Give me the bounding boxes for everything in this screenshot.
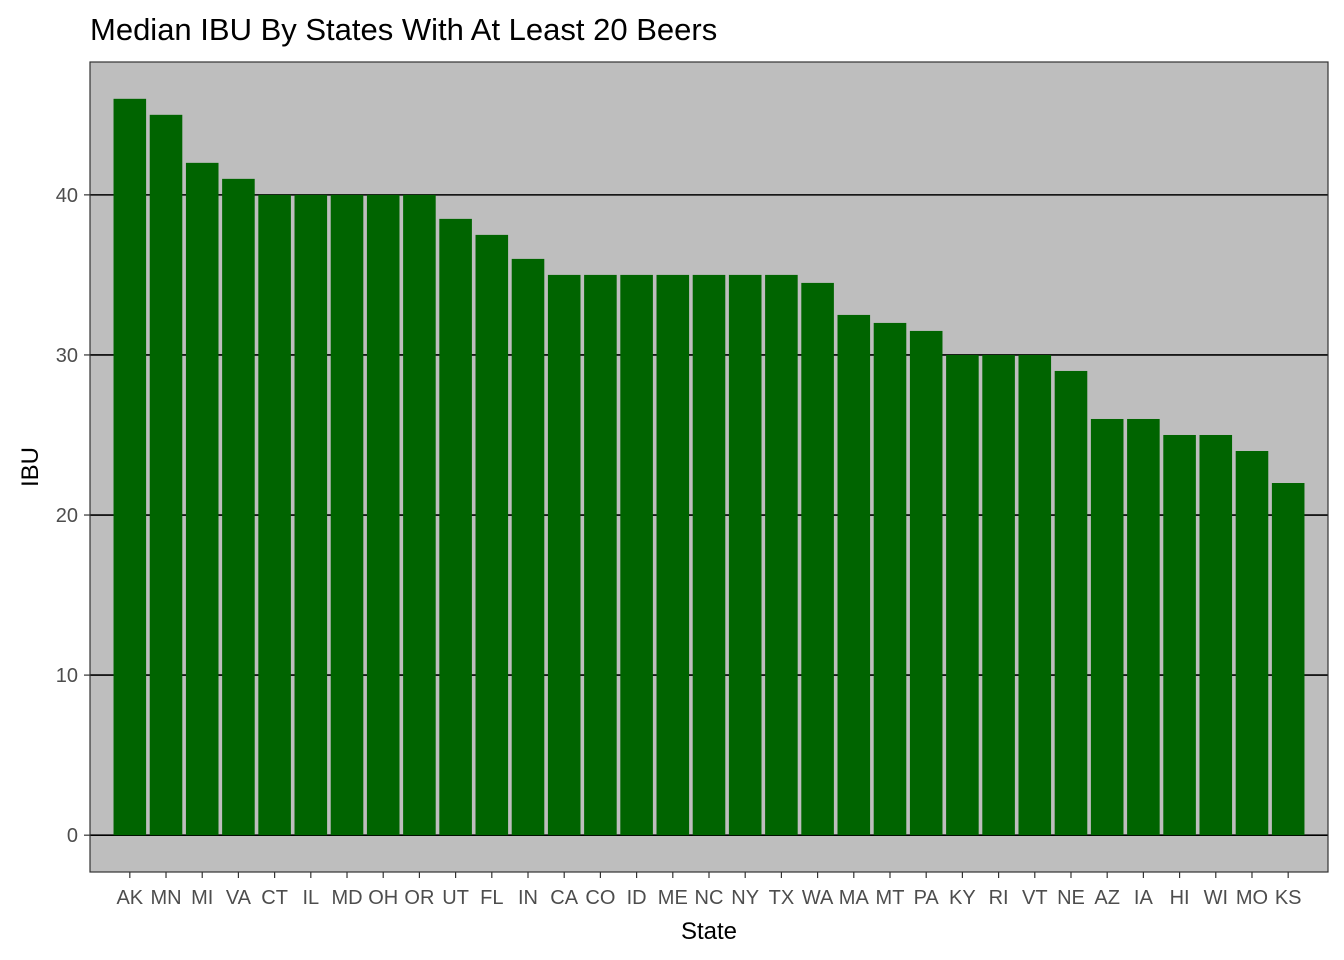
x-tick-label-ME: ME	[658, 887, 688, 909]
bar-IN	[511, 258, 545, 836]
bar-UT	[439, 218, 472, 836]
panel-border	[89, 61, 1329, 873]
bar-MN	[149, 114, 183, 836]
bar-CT	[258, 194, 291, 836]
bar-FL	[475, 234, 509, 836]
x-tick-label-WA: WA	[802, 887, 834, 909]
x-tick-label-IA: IA	[1134, 887, 1154, 909]
x-axis: AK MN MI VA CT IL MD OH OR UT FL IN CA CO ID ME NC NY TX WA…	[116, 872, 1302, 909]
y-tick-label: 40	[56, 185, 78, 207]
x-tick-label-OR: OR	[404, 887, 434, 909]
bar-MT	[873, 322, 907, 836]
x-tick-label-NC: NC	[695, 887, 724, 909]
x-tick-label-MN: MN	[150, 887, 181, 909]
bar-KS	[1271, 483, 1305, 836]
x-tick-label-PA: PA	[914, 887, 940, 909]
x-tick-label-MI: MI	[191, 887, 213, 909]
x-tick-label-MA: MA	[839, 887, 870, 909]
bar-RI	[982, 354, 1015, 836]
x-tick-label-ID: ID	[627, 887, 647, 909]
bar-AZ	[1090, 418, 1124, 836]
x-tick-label-FL: FL	[480, 887, 503, 909]
bar-MA	[837, 314, 871, 836]
x-tick-label-IL: IL	[302, 887, 319, 909]
bar-VA	[222, 178, 255, 836]
x-tick-label-KS: KS	[1275, 887, 1302, 909]
bar-CO	[584, 274, 617, 836]
bar-WA	[801, 282, 834, 836]
y-axis-title: IBU	[17, 447, 44, 487]
bar-MO	[1235, 450, 1269, 836]
bar-MI	[185, 162, 219, 836]
bar-MD	[330, 194, 364, 836]
bars	[113, 98, 1305, 836]
y-axis: 0 10 20 30 40	[56, 185, 90, 847]
bar-IA	[1127, 418, 1160, 836]
bar-KY	[946, 354, 979, 836]
x-tick-label-RI: RI	[989, 887, 1009, 909]
x-tick-label-CO: CO	[585, 887, 615, 909]
x-tick-label-MO: MO	[1236, 887, 1268, 909]
bar-IL	[294, 194, 328, 836]
bar-ME	[656, 274, 690, 836]
bar-CA	[547, 274, 581, 836]
bar-NE	[1054, 370, 1088, 836]
bar-AK	[113, 98, 147, 836]
x-tick-label-KY: KY	[949, 887, 976, 909]
bar-WI	[1199, 434, 1233, 836]
x-tick-label-HI: HI	[1170, 887, 1190, 909]
x-tick-label-UT: UT	[442, 887, 469, 909]
x-tick-label-CT: CT	[261, 887, 288, 909]
bar-NC	[692, 274, 726, 836]
bar-VT	[1018, 354, 1052, 836]
chart-title: Median IBU By States With At Least 20 Be…	[90, 12, 717, 47]
y-tick-label: 30	[56, 345, 78, 367]
bar-PA	[909, 330, 943, 836]
bar-OH	[366, 194, 400, 836]
x-tick-label-NY: NY	[731, 887, 759, 909]
y-tick-label: 10	[56, 665, 78, 687]
x-tick-label-CA: CA	[550, 887, 578, 909]
y-tick-label: 0	[67, 825, 78, 847]
x-tick-label-WI: WI	[1204, 887, 1228, 909]
bar-OR	[403, 194, 436, 836]
x-tick-label-VT: VT	[1022, 887, 1048, 909]
bar-ID	[620, 274, 653, 836]
x-tick-label-IN: IN	[518, 887, 538, 909]
x-tick-label-OH: OH	[368, 887, 398, 909]
x-tick-label-MD: MD	[331, 887, 362, 909]
x-tick-label-NE: NE	[1057, 887, 1085, 909]
x-axis-title: State	[681, 918, 737, 945]
bar-NY	[728, 274, 762, 836]
y-tick-label: 20	[56, 505, 78, 527]
bar-HI	[1163, 434, 1196, 836]
bar-TX	[765, 274, 798, 836]
x-tick-label-AZ: AZ	[1094, 887, 1120, 909]
x-tick-label-AK: AK	[116, 887, 143, 909]
x-tick-label-VA: VA	[226, 887, 252, 909]
x-tick-label-TX: TX	[769, 887, 795, 909]
x-tick-label-MT: MT	[876, 887, 905, 909]
